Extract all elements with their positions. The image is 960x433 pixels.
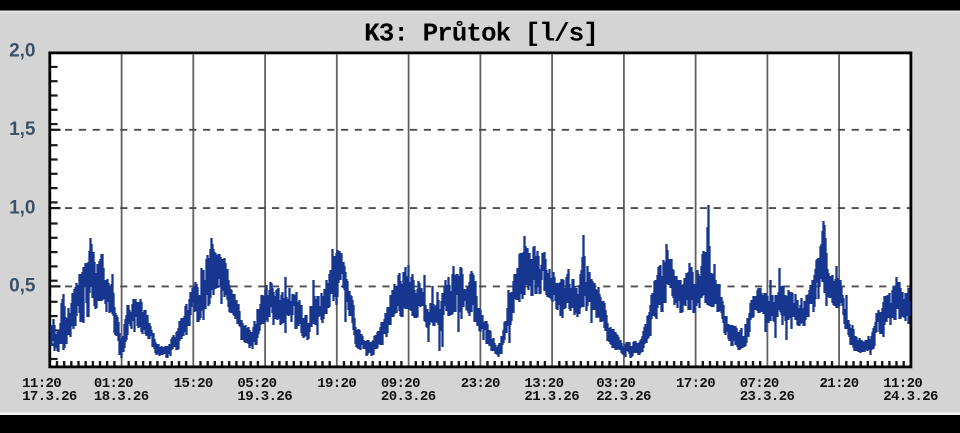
svg-text:11:20: 11:20 [883, 376, 922, 392]
svg-text:22.3.26: 22.3.26 [596, 389, 651, 405]
svg-text:01:20: 01:20 [94, 376, 133, 392]
svg-text:15:20: 15:20 [174, 376, 213, 392]
svg-text:17:20: 17:20 [676, 376, 715, 392]
svg-text:24.3.26: 24.3.26 [883, 389, 938, 405]
svg-text:0,5: 0,5 [9, 276, 36, 297]
svg-text:11:20: 11:20 [22, 376, 61, 392]
svg-text:17.3.26: 17.3.26 [22, 389, 77, 405]
svg-text:20.3.26: 20.3.26 [381, 389, 436, 405]
svg-text:07:20: 07:20 [740, 376, 779, 392]
svg-text:13:20: 13:20 [524, 376, 563, 392]
svg-text:21.3.26: 21.3.26 [524, 389, 579, 405]
svg-text:19.3.26: 19.3.26 [237, 389, 292, 405]
svg-text:2,0: 2,0 [9, 40, 35, 61]
svg-text:1,5: 1,5 [9, 119, 36, 140]
svg-text:05:20: 05:20 [237, 376, 276, 392]
svg-text:23:20: 23:20 [461, 376, 500, 392]
svg-text:09:20: 09:20 [381, 376, 420, 392]
svg-text:23.3.26: 23.3.26 [740, 389, 795, 405]
svg-text:18.3.26: 18.3.26 [94, 389, 149, 405]
svg-text:19:20: 19:20 [317, 376, 356, 392]
svg-text:21:20: 21:20 [820, 376, 859, 392]
svg-text:K3: Průtok [l/s]: K3: Průtok [l/s] [364, 19, 598, 49]
svg-text:1,0: 1,0 [9, 197, 35, 218]
svg-text:03:20: 03:20 [596, 376, 635, 392]
